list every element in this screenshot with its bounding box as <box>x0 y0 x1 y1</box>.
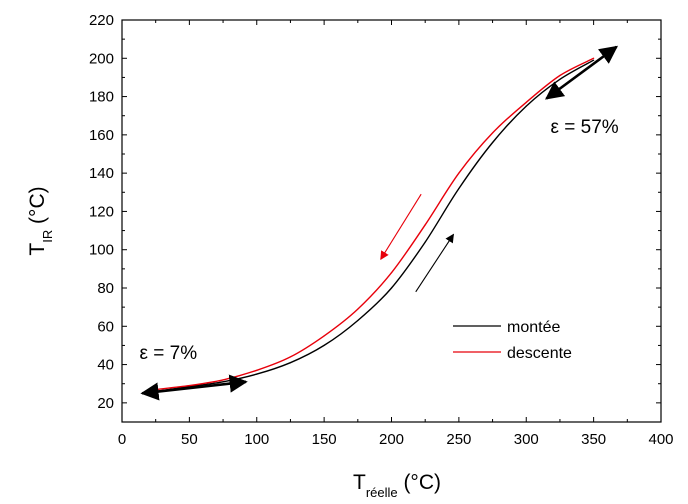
data-point <box>390 272 393 274</box>
y-tick-label: 180 <box>89 89 114 106</box>
y-tick-label: 80 <box>97 280 114 297</box>
y-tick-label: 200 <box>89 50 114 67</box>
x-axis-ticks: 0 50 100 150 200 250 300 350 400 <box>118 20 674 448</box>
arrow-layer <box>140 45 618 401</box>
data-point <box>559 74 561 77</box>
x-tick-label: 300 <box>514 431 539 448</box>
x-axis-label: Tréelle (°C) <box>353 471 441 500</box>
data-point <box>256 373 258 375</box>
data-point <box>593 59 595 61</box>
data-point <box>289 356 292 358</box>
series-line-descente <box>155 57 594 391</box>
x-tick-label: 350 <box>581 431 606 448</box>
series-layer <box>155 57 595 393</box>
data-point <box>222 379 224 381</box>
data-point <box>222 381 224 383</box>
data-point <box>256 369 258 371</box>
data-point <box>323 344 325 347</box>
plot-frame <box>121 19 662 423</box>
descent-arrow <box>380 193 422 261</box>
double-arrow <box>140 374 248 401</box>
double-arrow <box>544 45 618 100</box>
legend: montée descente <box>453 319 572 362</box>
y-tick-label: 140 <box>89 165 114 182</box>
data-point <box>491 141 494 144</box>
data-point <box>357 319 359 322</box>
y-tick-label: 220 <box>89 12 114 29</box>
data-point <box>323 335 325 337</box>
legend-label-montee: montée <box>507 319 560 336</box>
y-tick-label: 120 <box>89 203 114 220</box>
data-point <box>525 101 527 103</box>
y-tick-label: 100 <box>89 242 114 259</box>
y-axis-label: TIR (°C) <box>26 186 55 255</box>
x-tick-label: 50 <box>181 431 198 448</box>
x-tick-label: 150 <box>312 431 337 448</box>
annotation-layer: ε = 57% ε = 7% <box>140 117 619 364</box>
ascent-arrow <box>415 233 454 293</box>
data-point <box>458 172 460 174</box>
data-point <box>458 187 460 190</box>
data-point <box>289 362 292 364</box>
y-axis-ticks: 20 40 60 80 100 120 140 160 180 200 220 <box>89 12 661 412</box>
data-point <box>188 385 190 387</box>
y-tick-label: 40 <box>97 357 114 374</box>
emissivity-annotation: ε = 57% <box>551 117 619 138</box>
series-line-montee <box>155 59 594 393</box>
data-point <box>390 287 393 289</box>
data-point <box>357 308 359 310</box>
data-point <box>559 78 561 80</box>
data-point <box>155 388 157 391</box>
x-tick-label: 200 <box>379 431 404 448</box>
legend-label-descente: descente <box>507 345 572 362</box>
data-point <box>593 57 595 59</box>
emissivity-annotation: ε = 7% <box>140 343 198 364</box>
x-tick-label: 0 <box>118 431 126 448</box>
data-point <box>424 241 426 243</box>
data-point <box>424 224 426 226</box>
data-point <box>491 132 494 134</box>
data-point <box>525 105 527 107</box>
y-tick-label: 20 <box>97 395 114 412</box>
x-tick-label: 250 <box>446 431 471 448</box>
x-tick-label: 100 <box>244 431 269 448</box>
y-tick-label: 160 <box>89 127 114 144</box>
x-tick-label: 400 <box>648 431 673 448</box>
y-tick-label: 60 <box>97 318 114 335</box>
